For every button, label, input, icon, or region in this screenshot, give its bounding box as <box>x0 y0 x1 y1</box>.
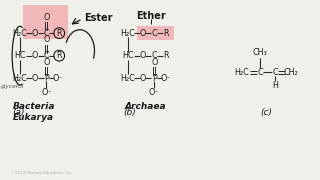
Text: O⁻: O⁻ <box>149 88 160 97</box>
Text: H₂C: H₂C <box>234 68 249 77</box>
Text: O: O <box>31 51 38 60</box>
Text: (a): (a) <box>13 108 25 117</box>
Text: O: O <box>43 58 50 67</box>
Text: O: O <box>139 51 146 60</box>
Text: HC: HC <box>14 51 26 60</box>
Text: O: O <box>31 74 38 83</box>
Text: O⁻: O⁻ <box>53 74 64 83</box>
Text: R: R <box>56 51 62 60</box>
Text: O: O <box>139 29 146 38</box>
Text: O: O <box>139 74 146 83</box>
FancyBboxPatch shape <box>137 26 174 40</box>
Text: Ester: Ester <box>84 14 112 23</box>
Text: C: C <box>151 29 157 38</box>
Text: C: C <box>257 68 263 77</box>
Text: CH₃: CH₃ <box>253 48 268 57</box>
Text: H₂C: H₂C <box>120 74 135 83</box>
Text: CH₂: CH₂ <box>283 68 298 77</box>
FancyBboxPatch shape <box>23 5 68 39</box>
Text: C: C <box>44 51 49 60</box>
Text: R: R <box>56 29 62 38</box>
Text: C: C <box>272 68 278 77</box>
Text: O: O <box>43 13 50 22</box>
Text: H: H <box>272 81 278 90</box>
Text: P: P <box>152 74 157 83</box>
Text: O⁻: O⁻ <box>161 74 172 83</box>
Text: O⁻: O⁻ <box>41 88 52 97</box>
Text: P: P <box>44 74 49 83</box>
Text: Archaea: Archaea <box>125 102 166 111</box>
Text: O: O <box>43 35 50 44</box>
Text: (b): (b) <box>124 108 136 117</box>
Text: R: R <box>163 29 169 38</box>
Text: O: O <box>151 58 157 67</box>
Text: Bacteria
Eukarya: Bacteria Eukarya <box>12 102 55 122</box>
Text: (c): (c) <box>260 108 272 117</box>
Text: H₂C: H₂C <box>12 74 28 83</box>
Text: C: C <box>44 29 49 38</box>
Text: © 2014 Pearson Education, Inc.: © 2014 Pearson Education, Inc. <box>10 171 73 175</box>
Text: R: R <box>163 51 169 60</box>
Text: HC: HC <box>122 51 133 60</box>
Text: O: O <box>31 29 38 38</box>
Text: H₂C: H₂C <box>120 29 135 38</box>
Text: H₂C: H₂C <box>12 29 28 38</box>
Text: glycerol: glycerol <box>0 84 24 89</box>
Text: Ether: Ether <box>137 12 166 21</box>
Text: C: C <box>151 51 157 60</box>
